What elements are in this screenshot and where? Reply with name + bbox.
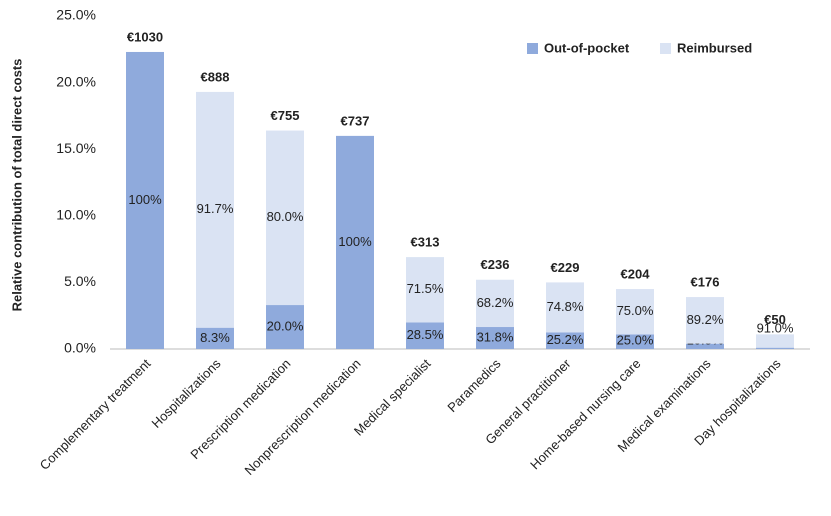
bar-segment <box>616 334 654 349</box>
share-label: 89.2% <box>687 312 724 327</box>
total-label: €236 <box>481 257 510 272</box>
total-label: €176 <box>691 274 720 289</box>
x-tick-label: Hospitalizations <box>149 356 224 431</box>
y-tick-label: 10.0% <box>56 207 96 223</box>
bar-segment <box>546 332 584 349</box>
share-label: 28.5% <box>407 327 444 342</box>
bar-segment <box>686 343 724 349</box>
total-label: €1030 <box>127 29 163 44</box>
x-tick-label: Paramedics <box>444 356 503 415</box>
share-label: 100% <box>338 234 372 249</box>
share-label: 91.7% <box>197 201 234 216</box>
y-tick-label: 5.0% <box>64 273 96 289</box>
total-label: €888 <box>201 69 230 84</box>
total-label: €755 <box>271 108 300 123</box>
total-label: €313 <box>411 235 440 250</box>
bar-segment <box>686 297 724 344</box>
legend-swatch <box>527 43 538 54</box>
bar-segment <box>756 347 794 349</box>
share-label: 25.0% <box>617 332 654 347</box>
y-tick-label: 25.0% <box>56 7 96 23</box>
total-label: €737 <box>341 113 370 128</box>
legend-swatch <box>660 43 671 54</box>
total-label: €50 <box>764 312 786 327</box>
total-label: €204 <box>621 266 651 281</box>
bar-segment <box>546 282 584 333</box>
bar-segment <box>406 257 444 323</box>
bar-segment <box>476 279 514 328</box>
share-label: 68.2% <box>477 295 514 310</box>
bar-segment <box>266 305 304 349</box>
legend-label: Reimbursed <box>677 40 752 55</box>
legend-label: Out-of-pocket <box>544 40 630 55</box>
y-tick-label: 20.0% <box>56 73 96 89</box>
bar-segment <box>126 51 164 350</box>
share-label: 80.0% <box>267 209 304 224</box>
bar-segment <box>406 322 444 349</box>
x-tick-label: Nonprescription medication <box>242 356 364 478</box>
x-tick-label: Medical specialist <box>351 356 434 439</box>
total-label: €229 <box>551 260 580 275</box>
bar-segment <box>336 135 374 349</box>
share-label: 31.8% <box>477 329 514 344</box>
share-label: 91.0% <box>757 320 794 335</box>
y-tick-label: 0.0% <box>64 340 96 356</box>
bar-segment <box>756 334 794 348</box>
bar-segment <box>266 130 304 306</box>
share-label: 8.3% <box>200 330 230 345</box>
x-tick-label: Complementary treatment <box>37 356 154 473</box>
bar-segment <box>616 289 654 335</box>
share-label: 75.0% <box>617 303 654 318</box>
share-label: 100% <box>128 192 162 207</box>
bar-segment <box>196 327 234 349</box>
share-label: 20.0% <box>267 318 304 333</box>
share-label: 71.5% <box>407 281 444 296</box>
y-axis-label: Relative contribution of total direct co… <box>9 59 24 312</box>
share-label: 74.8% <box>547 299 584 314</box>
bar-segment <box>196 91 234 328</box>
y-tick-label: 15.0% <box>56 140 96 156</box>
share-label: 25.2% <box>547 332 584 347</box>
bar-segment <box>476 327 514 349</box>
